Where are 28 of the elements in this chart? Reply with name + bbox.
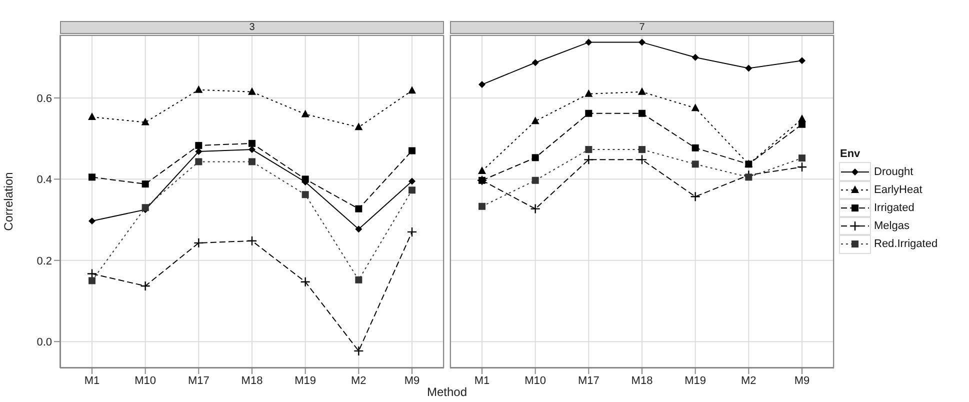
x-axis-title: Method [426, 385, 468, 399]
legend-label: Melgas [874, 220, 910, 232]
x-tick-label: M18 [631, 374, 653, 387]
x-tick-label: M17 [188, 374, 210, 387]
legend-label: Irrigated [874, 202, 914, 214]
legend-label: EarlyHeat [874, 184, 922, 196]
legend-title: Env [840, 148, 862, 160]
chart-title: 3 [60, 21, 444, 34]
x-tick-label: M19 [294, 374, 316, 387]
x-tick-label: M2 [351, 374, 366, 387]
x-tick-label: M19 [684, 374, 706, 387]
chart-title: 7 [450, 21, 834, 34]
legend-label: Red.Irrigated [874, 238, 938, 250]
y-tick-label: 0.4 [36, 174, 52, 186]
x-tick-label: M10 [134, 374, 156, 387]
x-tick-label: M10 [524, 374, 546, 387]
x-tick-label: M9 [404, 374, 420, 387]
x-tick-label: M17 [578, 374, 600, 387]
legend-label: Drought [874, 166, 914, 178]
y-tick-label: 0.0 [36, 336, 52, 349]
y-axis-title: Correlation [1, 172, 16, 231]
x-tick-label: M2 [741, 374, 756, 387]
x-tick-label: M1 [474, 374, 490, 387]
x-tick-label: M18 [241, 374, 263, 387]
y-tick-label: 0.6 [36, 92, 52, 105]
x-tick-label: M9 [794, 374, 810, 387]
y-tick-label: 0.2 [36, 255, 52, 268]
x-tick-label: M1 [84, 374, 100, 387]
